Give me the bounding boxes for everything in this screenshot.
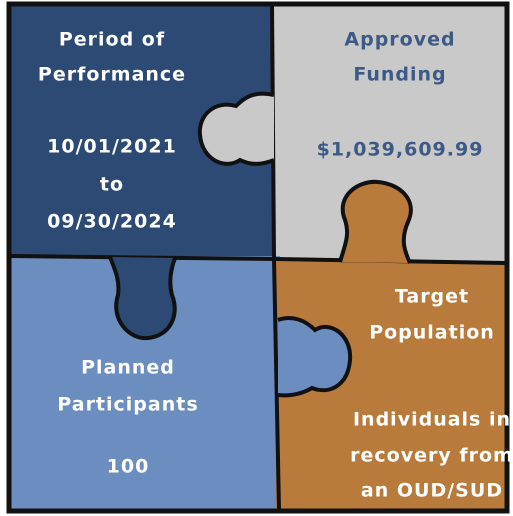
tab-funding (197, 91, 275, 166)
tab-period (108, 256, 177, 341)
piece-title: Participants (57, 394, 198, 416)
piece-value: to (100, 174, 124, 196)
piece-value: $1,039,609.99 (317, 139, 484, 161)
piece-value: 100 (107, 456, 150, 478)
piece-title: Performance (38, 64, 186, 86)
piece-title: Funding (353, 64, 446, 86)
tab-participants (277, 316, 353, 398)
piece-value: Individuals in (353, 409, 511, 431)
piece-title: Population (369, 322, 495, 344)
divider-vertical (270, 4, 281, 511)
piece-value: recovery from (350, 445, 513, 467)
piece-value: 10/01/2021 (47, 136, 177, 158)
piece-value: 09/30/2024 (47, 211, 177, 233)
tab-population (338, 179, 413, 264)
piece-value: an OUD/SUD (361, 480, 503, 502)
piece-title: Period of (59, 29, 165, 51)
outer-border (6, 1, 510, 514)
piece-title: Approved (344, 29, 455, 51)
piece-title: Target (395, 286, 469, 308)
piece-title: Planned (81, 357, 175, 379)
